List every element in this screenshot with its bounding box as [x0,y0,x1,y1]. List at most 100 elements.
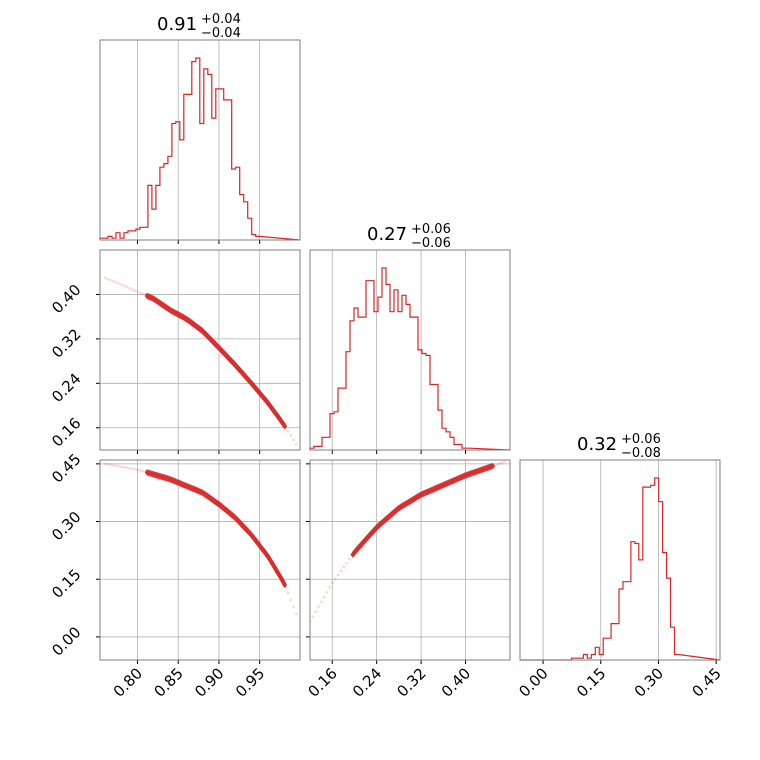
ridge-group [103,462,298,616]
histogram-step-line [309,267,511,451]
scatter-point [294,612,298,616]
scatter-point [348,557,351,561]
ridge-group [310,460,506,623]
scatter-point [111,279,115,283]
title-param-0: 0.91 [157,14,197,35]
contour-line [352,467,494,558]
title-plus-param-0: +0.04 [201,12,241,27]
scatter-point [103,276,107,280]
scatter-point [314,610,317,614]
scatter-point [125,466,129,470]
scatter-point [106,462,110,466]
scatter-point [328,586,332,589]
title-param-1: 0.27 [367,224,407,245]
scatter-point [292,438,295,442]
y-tick-label: 0.15 [48,566,84,602]
y-tick-label: 0.40 [48,281,84,317]
scatter-point [294,443,298,446]
scatter-point [289,598,293,602]
axes-frame [99,459,301,661]
scatter-point [128,286,132,290]
scatter-point [125,285,129,289]
contour-line [146,469,286,584]
scatter-point [134,289,137,293]
histogram-step-line [520,477,721,661]
title-median: 0.32 [577,434,617,455]
x-tick-label: 0.95 [232,664,268,700]
x-tick-label: 0.45 [688,664,724,700]
scatter-point [497,462,501,466]
scatter-point [131,467,135,471]
scatter-point [292,605,295,609]
scatter-point [319,600,323,604]
scatter-point [322,595,326,599]
title-minus-param-2: −0.08 [621,446,661,461]
scatter-point [286,429,290,433]
scatter-point [109,278,112,282]
x-tick-label: 0.00 [515,664,551,700]
x-tick-label: 0.85 [150,664,186,700]
scatter-point [142,293,146,296]
scatter-point [131,288,135,291]
contour-line [145,470,287,587]
scatter-point [136,468,140,472]
x-tick-label: 0.15 [573,664,609,700]
y-tick-label: 0.32 [48,325,84,361]
scatter-point [325,590,329,594]
scatter-point [111,463,115,467]
contour-line [350,464,495,557]
panels: 0.160.240.320.400.80 0.85 0.90 0.950.000.15… [48,39,725,701]
scatter-panel-0-1: 0.16 0.24 0.32 0.40 [48,249,301,454]
scatter-point [331,581,334,584]
scatter-point [114,280,118,284]
axes-frame [99,39,301,241]
scatter-point [317,605,320,609]
x-tick-label: 0.30 [631,664,667,700]
scatter-point [136,290,140,294]
scatter-point [103,462,107,466]
scatter-point [345,561,348,565]
scatter-point [109,463,112,467]
x-tick-label: 0.16 [305,664,341,700]
scatter-point [342,565,346,569]
scatter-panel-0-2: 0.80 0.85 0.90 0.95 0.00 0.15 0.30 0.45 [48,450,301,701]
x-tick-label: 0.40 [438,664,474,700]
contour-line [146,297,286,430]
title-plus-param-1: +0.06 [411,222,451,237]
scatter-point [106,277,110,281]
scatter-point [311,615,315,619]
histogram-panel-1 [309,249,511,454]
scatter-point [494,463,498,467]
y-tick-label: 0.45 [48,450,84,486]
axes-frame [519,459,721,661]
title-param-2: 0.32 [577,434,617,455]
scatter-point [134,467,137,471]
title-median: 0.91 [157,14,197,35]
scatter-point [122,284,126,288]
scatter-point [139,469,143,472]
axes-frame [309,249,511,451]
scatter-point [500,461,503,465]
scatter-point [339,569,343,573]
histogram-panel-2: 0.00 0.15 0.30 0.45 [515,459,725,701]
contour-line [146,474,286,588]
x-tick-label: 0.32 [393,664,429,700]
scatter-point [142,470,146,473]
scatter-panel-1-2: 0.16 0.24 0.32 0.40 [305,459,511,701]
scatter-point [117,282,121,285]
ridge-group [103,276,298,446]
scatter-point [289,434,293,437]
title-plus-param-2: +0.06 [621,432,661,447]
y-tick-label: 0.16 [48,414,84,450]
histogram-step-line [99,57,301,241]
scatter-point [122,465,126,469]
scatter-point [120,283,123,286]
contour-line [352,462,494,553]
title-median: 0.27 [367,224,407,245]
histogram-panel-0 [99,39,301,244]
scatter-point [334,577,337,581]
scatter-point [139,291,143,295]
x-tick-label: 0.90 [191,664,227,700]
y-tick-label: 0.24 [48,370,84,406]
